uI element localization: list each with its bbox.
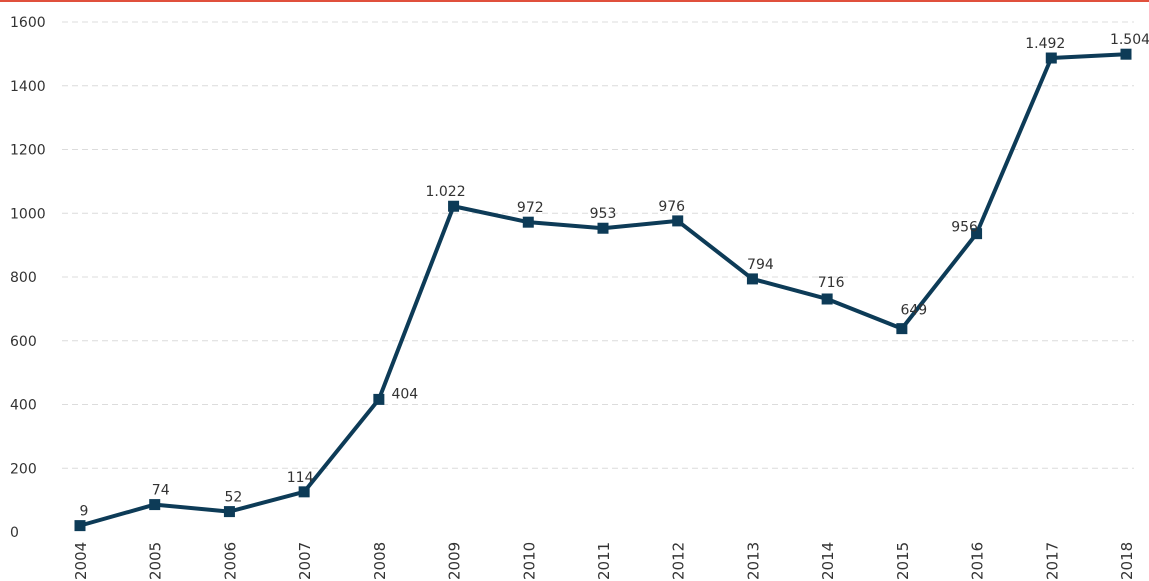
data-label: 956 [951, 220, 978, 236]
x-tick-label: 2016 [969, 542, 987, 580]
data-label: 114 [287, 470, 314, 486]
x-tick-label: 2017 [1043, 542, 1061, 580]
data-label: 1.504 [1110, 32, 1149, 48]
data-point [672, 215, 684, 227]
data-label: 1.492 [1025, 36, 1065, 52]
x-tick-label: 2010 [520, 542, 538, 580]
data-label: 9 [80, 504, 89, 520]
data-point [1045, 52, 1057, 64]
data-label: 972 [517, 200, 544, 216]
x-tick-label: 2014 [819, 542, 837, 580]
data-label: 716 [818, 275, 845, 291]
data-point [448, 200, 460, 212]
data-point [971, 228, 983, 240]
x-tick-label: 2007 [296, 542, 314, 580]
data-label: 649 [900, 303, 927, 319]
data-label: 1.022 [426, 184, 466, 200]
data-label: 976 [658, 199, 685, 215]
data-point [223, 506, 235, 518]
x-tick-label: 2005 [147, 542, 165, 580]
grid-layer [62, 21, 1134, 469]
y-tick-label: 1600 [10, 15, 46, 31]
series-line [78, 52, 1128, 528]
y-tick-label: 0 [10, 525, 19, 541]
x-tick-label: 2018 [1118, 542, 1136, 580]
x-tick-label: 2011 [595, 542, 613, 580]
x-tick-label: 2012 [670, 542, 688, 580]
x-tick-label: 2008 [371, 542, 389, 580]
data-point [1120, 48, 1132, 60]
data-point [821, 293, 833, 305]
data-point [298, 486, 310, 498]
data-label: 74 [152, 483, 170, 499]
y-tick-label: 1400 [10, 79, 46, 95]
y-axis-ticks: 0 200 400 600 800 1000 1200 1400 1600 [10, 15, 46, 541]
data-point [522, 216, 534, 228]
y-tick-label: 200 [10, 461, 37, 477]
data-labels: 9 74 52 114 404 1.022 972 953 976 794 716 649 956 1.4… [80, 32, 1149, 519]
x-tick-label: 2015 [894, 542, 912, 580]
data-label: 794 [747, 257, 774, 273]
data-point [896, 323, 908, 335]
y-tick-label: 800 [10, 270, 37, 286]
top-accent-rule [0, 0, 1149, 2]
x-tick-label: 2006 [221, 542, 239, 580]
data-point [74, 520, 86, 532]
y-tick-label: 400 [10, 398, 37, 414]
data-point [597, 222, 609, 234]
series-layer [74, 48, 1132, 532]
y-tick-label: 1000 [10, 206, 46, 222]
y-tick-label: 1200 [10, 143, 46, 159]
x-tick-label: 2009 [446, 542, 464, 580]
data-label: 52 [225, 490, 243, 506]
data-label: 404 [391, 386, 418, 402]
data-label: 953 [590, 206, 617, 222]
y-tick-label: 600 [10, 334, 37, 350]
data-point [746, 273, 758, 285]
data-point [149, 499, 161, 511]
data-point [373, 393, 385, 405]
x-axis-ticks: 2004 2005 2006 2007 2008 2009 2010 2011 2012 2013… [72, 542, 1136, 580]
x-tick-label: 2013 [744, 542, 762, 580]
x-tick-label: 2004 [72, 542, 90, 580]
